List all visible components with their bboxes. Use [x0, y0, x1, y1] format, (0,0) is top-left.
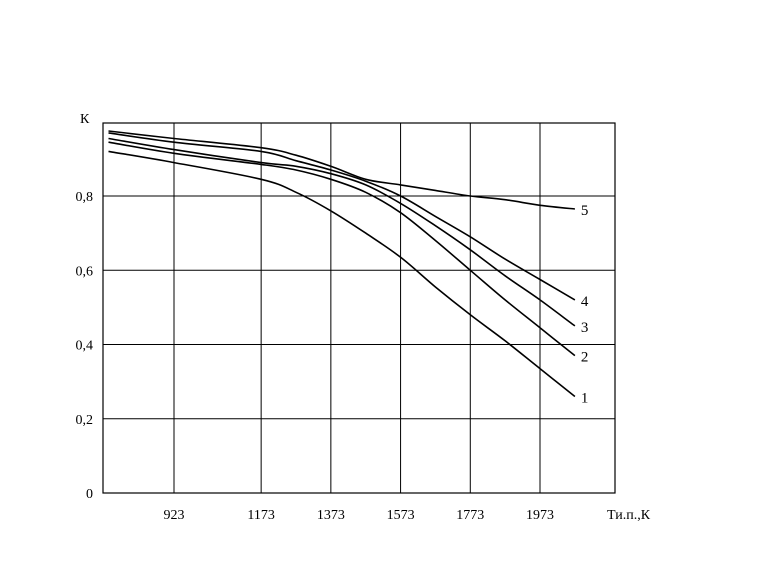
x-tick-label: 1973	[526, 508, 554, 523]
x-axis-label: Ти.п.,К	[607, 508, 651, 523]
series-group	[108, 130, 576, 398]
y-tick-label: 0,2	[76, 413, 94, 428]
y-axis-label: К	[80, 112, 90, 127]
series-line-2	[108, 141, 576, 357]
y-tick-label: 0	[86, 487, 93, 502]
x-tick-label: 1373	[317, 508, 345, 523]
y-tick-label: 0,6	[76, 264, 94, 279]
series-line-3	[108, 137, 576, 327]
labels-group: 1 2 3 4 5	[581, 203, 589, 406]
series-line-4	[108, 132, 576, 301]
y-tick-label: 0,4	[76, 339, 94, 354]
series-line-5	[108, 130, 575, 210]
y-tick-label: 0,8	[76, 190, 94, 205]
series-line-1	[108, 150, 576, 398]
series-label-1: 1	[581, 390, 589, 406]
series-label-4: 4	[581, 294, 589, 310]
series-label-3: 3	[581, 320, 589, 336]
x-tick-label: 923	[164, 508, 185, 523]
grid	[103, 123, 615, 493]
x-tick-label: 1773	[456, 508, 484, 523]
x-tick-label: 1173	[247, 508, 274, 523]
series-label-2: 2	[581, 350, 589, 366]
plot-frame	[102, 122, 616, 494]
x-tick-label: 1573	[387, 508, 415, 523]
series-label-5: 5	[581, 203, 589, 219]
ticks-group: 923 1173 1373 1573 1773 1973 0 0,2 0,4 0,6 0,8	[76, 190, 555, 523]
